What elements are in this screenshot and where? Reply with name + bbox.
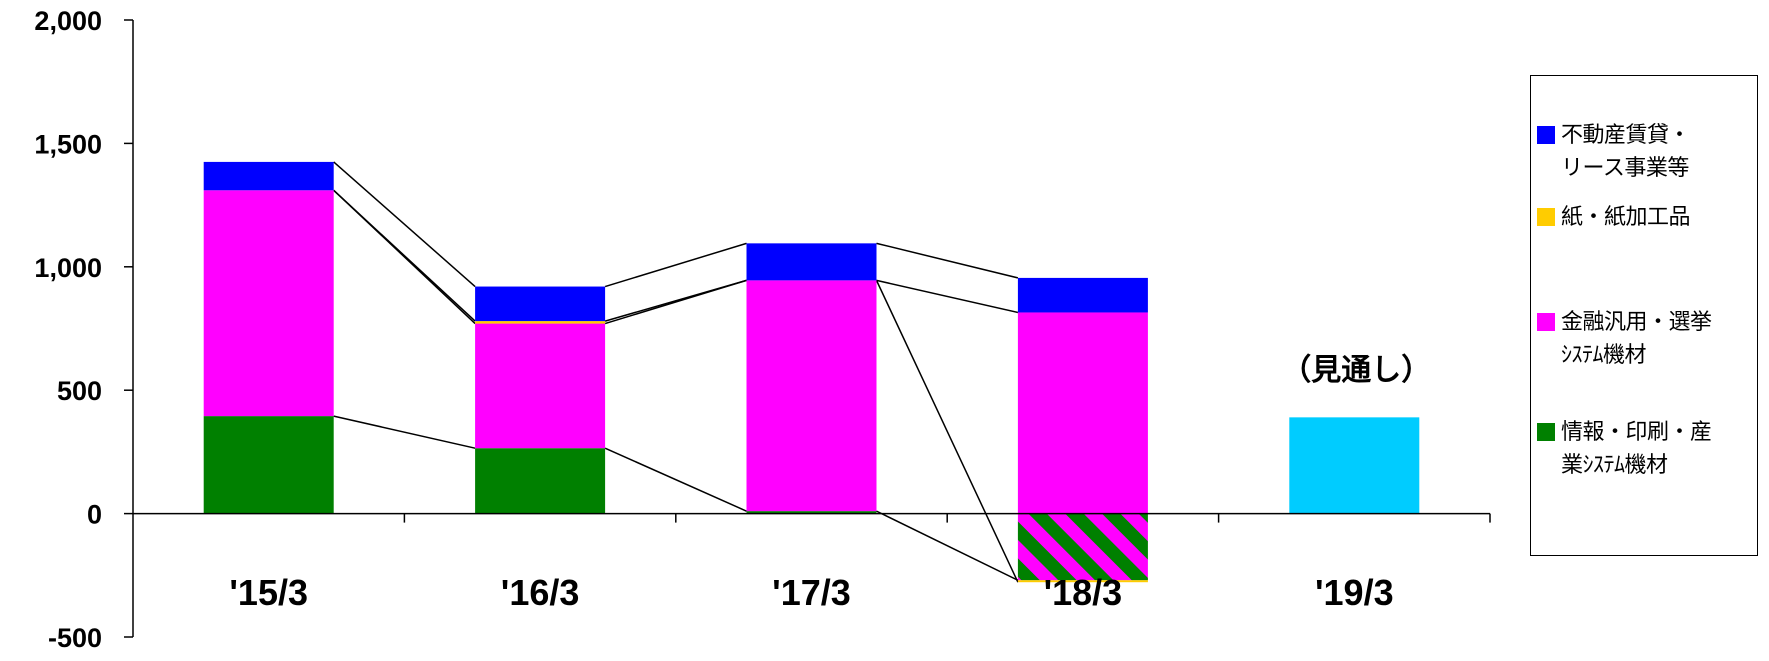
bar-segment <box>475 323 606 449</box>
bar-segment <box>1017 513 1148 581</box>
legend-label: 紙・紙加工品 <box>1561 201 1691 234</box>
bar-segment <box>746 511 877 514</box>
legend: 不動産賃貸・ リース事業等 紙・紙加工品 金融汎用・選挙 ｼｽﾃﾑ機材 情報・印刷・産 業ｼ… <box>1530 75 1758 556</box>
bar-segment <box>203 161 334 191</box>
bar-segment <box>746 280 877 512</box>
y-tick-label: 1,500 <box>34 129 102 159</box>
connector-lines <box>333 161 1019 583</box>
connector-line <box>604 242 747 288</box>
y-tick-label: 1,000 <box>34 253 102 283</box>
connector-line <box>876 242 1019 279</box>
bar-segment <box>475 286 606 322</box>
legend-swatch <box>1537 423 1555 441</box>
connector-line <box>604 279 747 322</box>
legend-swatch <box>1537 126 1555 144</box>
legend-item: 金融汎用・選挙 ｼｽﾃﾑ機材 <box>1537 306 1753 372</box>
legend-label-line: リース事業等 <box>1561 156 1689 181</box>
bar-segment <box>203 190 334 417</box>
bar-segment <box>746 243 877 281</box>
x-tick-label: '15/3 <box>229 572 308 613</box>
bar-segment <box>1017 277 1148 313</box>
bar-segment <box>475 448 606 514</box>
x-tick-label: '16/3 <box>501 572 580 613</box>
legend-label-line: 不動産賃貸・ <box>1561 123 1691 148</box>
legend-label-line: 金融汎用・選挙 <box>1561 310 1712 335</box>
legend-label: 不動産賃貸・ リース事業等 <box>1561 119 1691 185</box>
legend-label-line: 紙・紙加工品 <box>1561 205 1691 230</box>
axes-layer <box>124 19 1491 638</box>
connector-line <box>604 447 747 512</box>
y-tick-label: 500 <box>57 376 102 406</box>
legend-label-line: 業ｼｽﾃﾑ機材 <box>1561 453 1668 478</box>
legend-item: 紙・紙加工品 <box>1537 201 1753 234</box>
connector-line <box>876 279 1019 314</box>
legend-item: 不動産賃貸・ リース事業等 <box>1537 119 1753 185</box>
legend-swatch <box>1537 313 1555 331</box>
bar-segment <box>203 416 334 514</box>
legend-label-line: ｼｽﾃﾑ機材 <box>1561 343 1647 368</box>
legend-label: 情報・印刷・産 業ｼｽﾃﾑ機材 <box>1561 416 1712 482</box>
bars-layer <box>203 161 1420 583</box>
connector-line <box>333 415 476 449</box>
y-tick-label: 0 <box>87 500 102 530</box>
bar-segment <box>475 321 606 324</box>
bar-segment <box>1017 312 1148 514</box>
connector-line <box>876 510 1019 581</box>
forecast-bar <box>1289 417 1420 514</box>
connector-line <box>875 280 1019 583</box>
y-tick-label: -500 <box>48 623 102 653</box>
legend-label-line: 情報・印刷・産 <box>1561 420 1712 445</box>
labels-layer: （見通し） 2,000 1,500 1,000 500 0 -500 '15/3 '16/3 '1… <box>34 6 1431 653</box>
legend-item: 情報・印刷・産 業ｼｽﾃﾑ機材 <box>1537 416 1753 482</box>
x-tick-label: '18/3 <box>1044 572 1123 613</box>
y-tick-label: 2,000 <box>34 6 102 36</box>
connector-line <box>333 189 476 322</box>
x-tick-label: '17/3 <box>772 572 851 613</box>
bar-segment <box>1017 580 1148 583</box>
connector-line <box>333 161 476 288</box>
legend-swatch <box>1537 208 1555 226</box>
legend-label: 金融汎用・選挙 ｼｽﾃﾑ機材 <box>1561 306 1712 372</box>
forecast-label: （見通し） <box>1281 353 1431 388</box>
x-tick-label: '19/3 <box>1315 572 1394 613</box>
